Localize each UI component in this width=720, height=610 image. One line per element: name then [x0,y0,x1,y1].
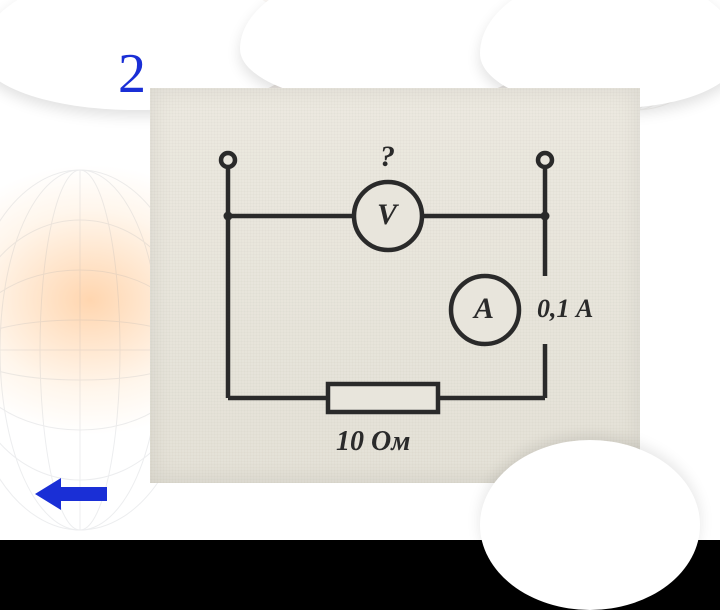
slide-number: 2 [118,42,146,106]
circuit-diagram [150,88,640,483]
voltmeter-label: V [377,198,397,232]
voltmeter-question: ? [380,140,395,174]
resistor-value: 10 Ом [336,426,410,458]
ammeter-label: A [474,292,494,326]
back-arrow[interactable] [35,474,115,514]
circuit-paper: ? V A 0,1 А 10 Ом [150,88,640,483]
bottom-bubble [480,440,700,610]
ammeter-reading: 0,1 А [537,294,593,324]
